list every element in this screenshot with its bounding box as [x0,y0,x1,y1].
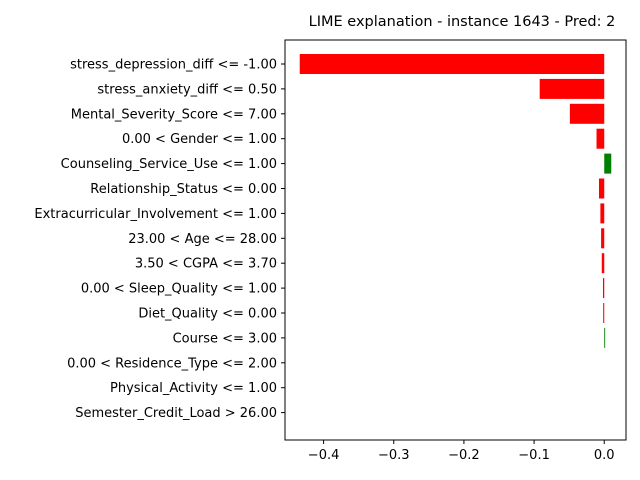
y-tick-label: 23.00 < Age <= 28.00 [128,232,277,247]
bar-7 [601,228,605,249]
y-tick-label: Semester_Credit_Load > 26.00 [75,406,277,421]
bar-5 [598,178,605,199]
y-tick-label: stress_anxiety_diff <= 0.50 [97,82,277,97]
y-axis: stress_depression_diff <= -1.00 stress_an… [34,58,285,421]
y-tick-label: 0.00 < Residence_Type <= 2.00 [67,356,277,371]
x-tick-label: −0.3 [378,448,410,463]
bar-1 [539,78,605,99]
x-tick-label: 0.0 [594,448,615,463]
y-tick-label: 3.50 < CGPA <= 3.70 [135,257,277,272]
bar-11 [604,327,606,348]
y-tick-label: 0.00 < Gender <= 1.00 [122,132,277,147]
y-tick-label: stress_depression_diff <= -1.00 [70,58,277,73]
bar-3 [596,128,605,149]
y-tick-label: Mental_Severity_Score <= 7.00 [71,107,277,122]
bar-9 [602,278,605,299]
bar-0 [299,54,605,74]
bar-6 [600,203,605,224]
x-tick-label: −0.1 [518,448,550,463]
y-tick-label: Diet_Quality <= 0.00 [138,307,277,322]
bar-2 [569,103,605,124]
x-tick-label: −0.4 [308,448,340,463]
chart-title: LIME explanation - instance 1643 - Pred:… [309,14,616,30]
y-tick-label: Course <= 3.00 [173,331,277,346]
y-tick-label: Physical_Activity <= 1.00 [110,381,277,396]
plot-frame [284,39,627,441]
y-tick-label: 0.00 < Sleep_Quality <= 1.00 [81,282,277,297]
y-tick-label: Extracurricular_Involvement <= 1.00 [34,207,277,222]
y-tick-label: Relationship_Status <= 0.00 [90,182,277,197]
bar-10 [603,303,605,323]
bar-4 [604,153,612,174]
bar-8 [601,253,605,274]
bars-layer [299,54,612,348]
x-axis: −0.4 −0.3 −0.2 −0.1 0.0 [308,440,615,463]
y-tick-label: Counseling_Service_Use <= 1.00 [61,157,277,172]
x-tick-label: −0.2 [448,448,480,463]
